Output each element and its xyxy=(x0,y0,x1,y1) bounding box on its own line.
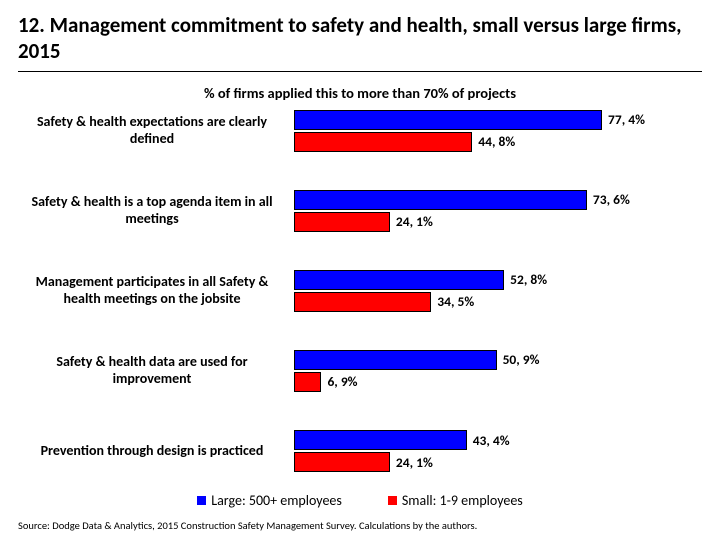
legend-item-large: Large: 500+ employees xyxy=(197,492,342,509)
bar-row-large: 43, 4% xyxy=(294,430,692,450)
bar-row-small: 24, 1% xyxy=(294,212,692,232)
bar-large xyxy=(294,430,467,450)
category-label: Safety & health expectations are clearly… xyxy=(18,114,294,148)
legend-label-large: Large: 500+ employees xyxy=(211,492,342,509)
bar-value-large: 50, 9% xyxy=(503,351,540,368)
slide: 12. Management commitment to safety and … xyxy=(0,0,720,540)
bar-value-large: 43, 4% xyxy=(473,432,510,449)
bar-small xyxy=(294,132,472,152)
bar-value-small: 44, 8% xyxy=(478,133,515,150)
legend-item-small: Small: 1-9 employees xyxy=(388,492,523,509)
legend-swatch-small xyxy=(388,496,397,505)
bar-large xyxy=(294,190,587,210)
bar-row-small: 34, 5% xyxy=(294,292,692,312)
bar-pair: 52, 8% 34, 5% xyxy=(294,270,692,312)
bar-value-large: 52, 8% xyxy=(510,271,547,288)
bar-small xyxy=(294,292,431,312)
bar-row-large: 77, 4% xyxy=(294,110,692,130)
bar-large xyxy=(294,110,602,130)
bar-pair: 73, 6% 24, 1% xyxy=(294,190,692,232)
bar-value-small: 24, 1% xyxy=(396,454,433,471)
bar-small xyxy=(294,452,390,472)
bar-value-small: 34, 5% xyxy=(437,293,474,310)
bar-row-small: 6, 9% xyxy=(294,372,692,392)
chart-group: Safety & health data are used for improv… xyxy=(18,350,692,392)
category-label: Safety & health data are used for improv… xyxy=(18,354,294,388)
bar-value-small: 24, 1% xyxy=(396,213,433,230)
chart-group: Prevention through design is practiced43… xyxy=(18,430,692,472)
chart-group: Safety & health is a top agenda item in … xyxy=(18,190,692,232)
category-label: Management participates in all Safety & … xyxy=(18,274,294,308)
bar-small xyxy=(294,212,390,232)
legend-label-small: Small: 1-9 employees xyxy=(402,492,523,509)
chart-group: Management participates in all Safety & … xyxy=(18,270,692,312)
bar-large xyxy=(294,270,504,290)
bar-pair: 43, 4% 24, 1% xyxy=(294,430,692,472)
slide-title: 12. Management commitment to safety and … xyxy=(18,12,702,65)
bar-row-small: 44, 8% xyxy=(294,132,692,152)
legend: Large: 500+ employees Small: 1-9 employe… xyxy=(18,492,702,509)
bar-value-large: 77, 4% xyxy=(608,111,645,128)
bar-row-small: 24, 1% xyxy=(294,452,692,472)
bar-small xyxy=(294,372,321,392)
source-citation: Source: Dodge Data & Analytics, 2015 Con… xyxy=(18,519,702,532)
bar-value-small: 6, 9% xyxy=(327,373,357,390)
bar-pair: 77, 4% 44, 8% xyxy=(294,110,692,152)
bar-row-large: 50, 9% xyxy=(294,350,692,370)
bar-chart: Safety & health expectations are clearly… xyxy=(18,110,702,487)
chart-subtitle: % of firms applied this to more than 70%… xyxy=(18,84,702,102)
title-divider xyxy=(18,71,702,72)
bar-row-large: 73, 6% xyxy=(294,190,692,210)
bar-large xyxy=(294,350,497,370)
bar-pair: 50, 9% 6, 9% xyxy=(294,350,692,392)
bar-row-large: 52, 8% xyxy=(294,270,692,290)
category-label: Prevention through design is practiced xyxy=(18,443,294,460)
bar-value-large: 73, 6% xyxy=(593,191,630,208)
chart-group: Safety & health expectations are clearly… xyxy=(18,110,692,152)
legend-swatch-large xyxy=(197,496,206,505)
category-label: Safety & health is a top agenda item in … xyxy=(18,194,294,228)
